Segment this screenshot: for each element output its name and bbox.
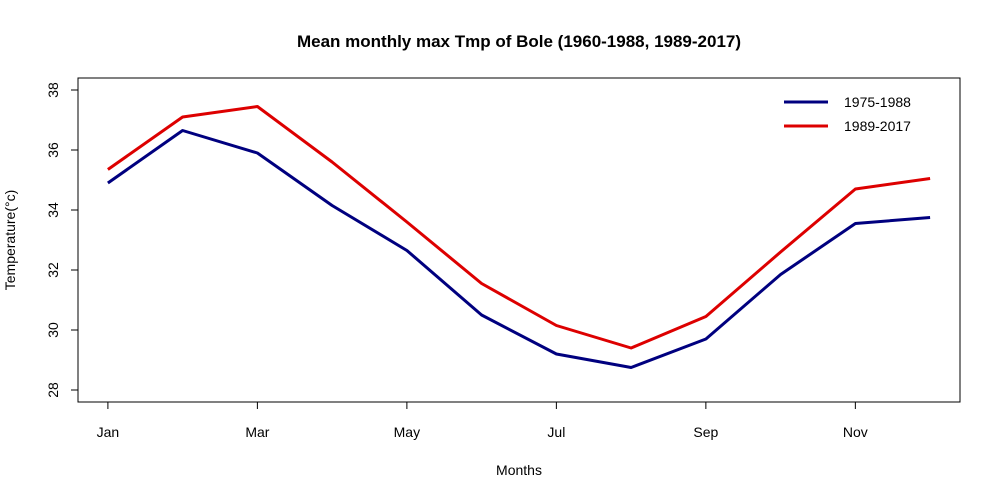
chart-title: Mean monthly max Tmp of Bole (1960-1988,… — [297, 32, 741, 51]
x-axis: Jan Mar May Jul Sep Nov — [97, 401, 868, 440]
x-axis-label: Months — [496, 462, 542, 478]
y-tick-label: 28 — [45, 382, 61, 398]
y-axis-label: Temperature(°c) — [2, 190, 18, 291]
y-tick-label: 38 — [45, 82, 61, 98]
legend: 1975-1988 1989-2017 — [784, 94, 911, 134]
x-tick-label: May — [394, 424, 420, 440]
series-line-1 — [107, 129, 931, 369]
x-tick-label: Sep — [693, 424, 718, 440]
y-tick-label: 36 — [45, 142, 61, 158]
x-tick-label: Jul — [547, 424, 565, 440]
y-tick-label: 34 — [45, 202, 61, 218]
x-tick-label: Jan — [97, 424, 120, 440]
series-layer — [107, 105, 931, 369]
x-tick-label: Mar — [245, 424, 269, 440]
x-tick-label: Nov — [843, 424, 868, 440]
y-tick-label: 32 — [45, 262, 61, 278]
series-line-2 — [107, 105, 931, 350]
y-axis: 28 30 32 34 36 38 — [45, 82, 79, 398]
legend-label-2: 1989-2017 — [844, 118, 911, 134]
y-tick-label: 30 — [45, 322, 61, 338]
legend-label-1: 1975-1988 — [844, 94, 911, 110]
